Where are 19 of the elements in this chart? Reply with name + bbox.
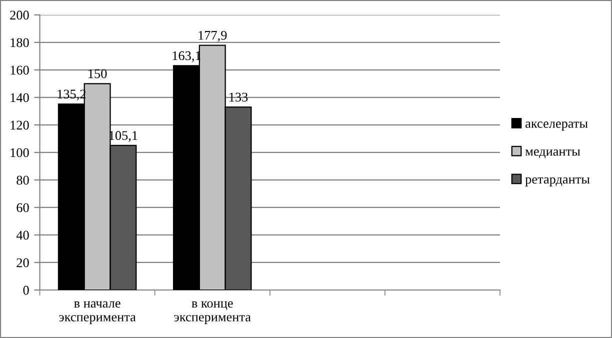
y-tick-label: 80 (16, 176, 29, 185)
y-tick-label: 140 (10, 93, 29, 102)
y-tick-label: 160 (10, 66, 29, 75)
legend-label: ретарданты (525, 177, 590, 186)
y-tick-label: 100 (10, 148, 29, 158)
legend-label: медианты (525, 149, 580, 158)
x-tick-label: в конце эксперимента (174, 301, 251, 324)
data-label: 150 (88, 69, 107, 78)
x-tick-label: в начале эксперимента (59, 301, 136, 324)
y-tick-label: 40 (16, 230, 29, 240)
y-tick-label: 120 (10, 120, 29, 130)
data-label: 133 (230, 92, 248, 102)
y-tick-label: 60 (16, 203, 29, 212)
legend-label: акселераты (526, 122, 588, 131)
data-label: 177,9 (198, 30, 227, 42)
y-tick-label: 20 (16, 258, 29, 268)
y-tick-label: 0 (23, 286, 29, 295)
y-tick-label: 200 (10, 10, 29, 20)
y-tick-label: 180 (10, 38, 29, 48)
